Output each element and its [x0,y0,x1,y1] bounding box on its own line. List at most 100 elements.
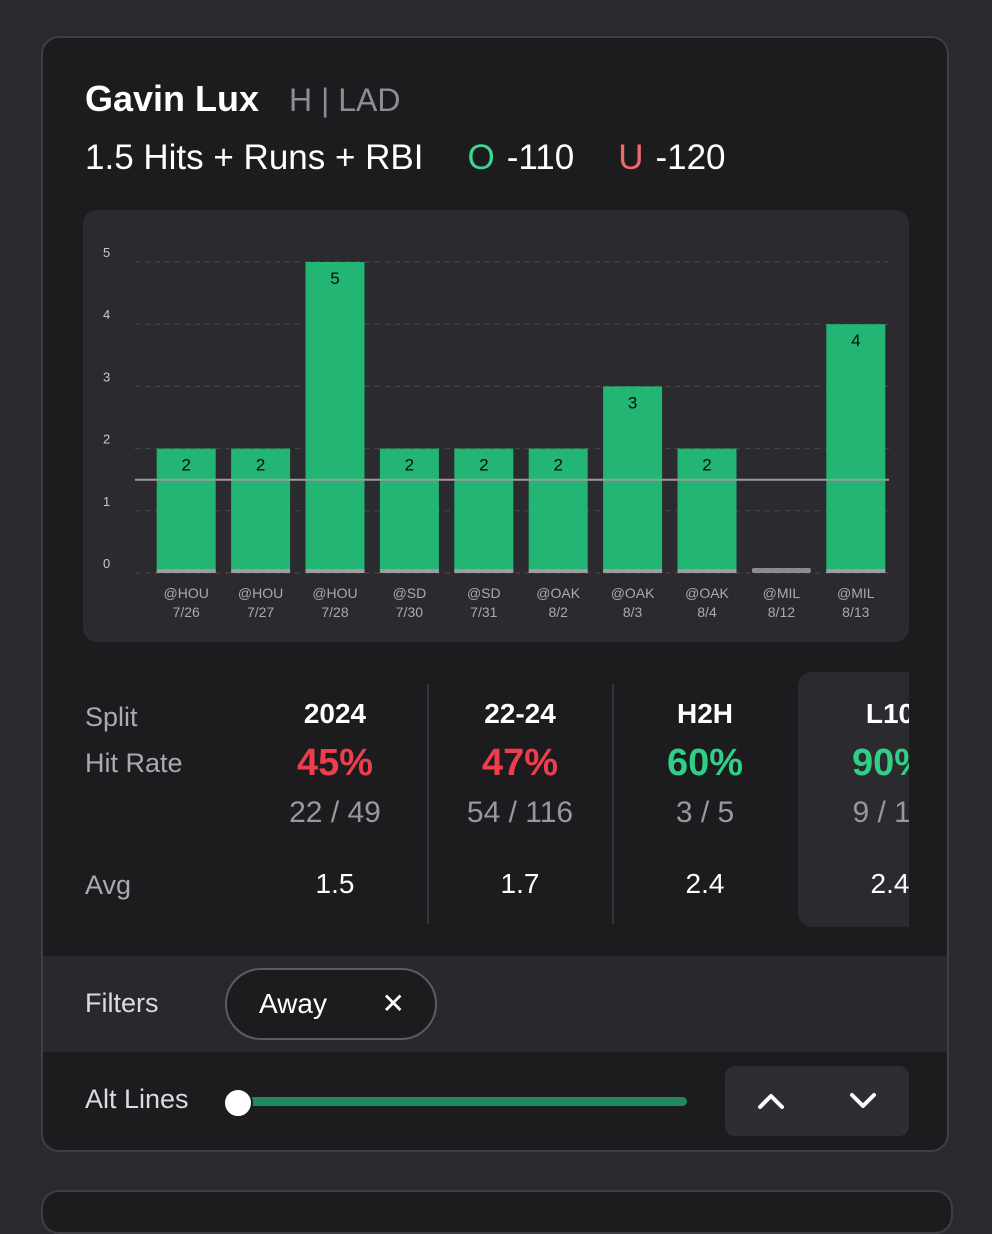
over-letter: O [467,138,495,177]
split-head: H2H [676,698,733,729]
x-tick-date: 8/4 [697,604,717,620]
hit-rate-value: 60% [666,742,744,784]
split-head: 22-24 [484,698,556,729]
player-meta: H | LAD [289,82,401,118]
x-tick-date: 8/12 [768,604,795,620]
x-tick-date: 7/26 [173,604,200,620]
x-tick-opponent: @OAK [536,585,580,601]
x-tick-opponent: @HOU [164,585,209,601]
bar-value-label: 2 [181,456,190,475]
bar [677,448,737,573]
x-tick-opponent: @SD [393,585,427,601]
alt-lines-stepper [725,1066,909,1136]
y-tick-label: 0 [103,556,110,571]
splits-table: Split Hit Rate Avg 2024 45% 22 / 49 1.5 … [43,672,909,927]
prop-row: 1.5 Hits + Runs + RBI O -110 U -120 [85,138,726,178]
avg-row-label: Avg [85,870,132,900]
bar-value-label: 3 [628,393,637,412]
prop-card: Gavin Lux H | LAD 1.5 Hits + Runs + RBI … [41,36,949,1152]
under-letter: U [618,138,644,177]
alt-lines-slider-track[interactable] [237,1097,687,1106]
x-tick-date: 8/13 [842,604,869,620]
split-column-2024[interactable]: 2024 45% 22 / 49 1.5 [243,672,427,927]
split-column-l10[interactable]: L10 90% 9 / 10 2.4 [798,672,909,927]
bar-base [454,569,514,573]
line-up-button[interactable] [725,1066,817,1136]
avg-value: 2.4 [685,868,725,899]
bar-base [231,569,291,573]
bar-value-label: 2 [256,456,265,475]
bar [156,448,216,573]
next-prop-card [41,1190,953,1234]
bar-value-label: 2 [479,456,488,475]
x-tick-date: 8/3 [623,604,643,620]
under-odds[interactable]: U -120 [618,138,725,178]
filters-bar: Filters Away ✕ [43,956,947,1052]
bar-base [603,569,663,573]
over-odds[interactable]: O -110 [467,138,574,178]
avg-value: 1.5 [315,868,355,899]
chevron-down-icon [850,1093,876,1108]
x-tick-date: 7/31 [470,604,497,620]
x-tick-opponent: @SD [467,585,501,601]
under-odds-value: -120 [655,138,726,177]
line-down-button[interactable] [817,1066,909,1136]
player-name[interactable]: Gavin Lux [85,78,260,119]
split-head: 2024 [303,698,367,729]
split-column-22-24[interactable]: 22-24 47% 54 / 116 1.7 [428,672,612,927]
hit-rate-row-label: Hit Rate [85,748,183,778]
x-tick-opponent: @MIL [763,585,801,601]
hit-rate-value: 45% [296,742,374,784]
bar [231,448,291,573]
bar [528,448,588,573]
bar-value-label: 4 [851,331,860,350]
x-tick-date: 8/2 [548,604,568,620]
bar-base [156,569,216,573]
avg-value: 1.7 [500,868,540,899]
y-tick-label: 1 [103,494,110,509]
y-tick-label: 5 [103,245,110,260]
bar-base [677,569,737,573]
bar [379,448,439,573]
x-tick-opponent: @MIL [837,585,875,601]
bar [826,324,886,573]
chart-svg: 0 1 2 3 4 5 2 @HOU 7/26 2 @HOU 7/27 5 @HOU 7/28 2 @SD 7/3… [103,245,889,620]
bar-base [528,569,588,573]
bar-value-label: 2 [702,456,711,475]
title-row: Gavin Lux H | LAD [85,78,401,128]
bar-value-label: 2 [405,456,414,475]
avg-value: 2.4 [870,868,909,899]
bar-base [305,569,365,573]
hit-fraction: 22 / 49 [289,796,381,829]
alt-lines-slider-thumb[interactable] [223,1088,253,1118]
hit-fraction: 3 / 5 [675,796,735,829]
split-column-h2h[interactable]: H2H 60% 3 / 5 2.4 [613,672,797,927]
bar [751,568,811,573]
hit-rate-value: 90% [851,742,909,784]
alt-lines-label: Alt Lines [85,1084,189,1114]
y-tick-label: 3 [103,369,110,384]
column-divider [612,684,614,924]
x-tick-date: 7/27 [247,604,274,620]
x-tick-opponent: @OAK [611,585,655,601]
prop-name: 1.5 Hits + Runs + RBI [85,138,424,177]
x-tick-opponent: @HOU [238,585,283,601]
hit-rate-value: 47% [481,742,559,784]
close-icon[interactable]: ✕ [381,988,405,1019]
game-log-chart: 0 1 2 3 4 5 2 @HOU 7/26 2 @HOU 7/27 5 @HOU 7/28 2 @SD 7/3… [83,210,909,642]
hit-fraction: 54 / 116 [466,796,574,829]
x-tick-opponent: @OAK [685,585,729,601]
over-odds-value: -110 [506,138,575,177]
bar [305,262,365,573]
y-tick-label: 2 [103,432,110,447]
chip-label: Away [259,988,327,1019]
column-divider [427,684,429,924]
x-tick-date: 7/30 [396,604,423,620]
chevron-up-icon [758,1094,784,1109]
bar-value-label: 2 [553,456,562,475]
bar-value-label: 5 [330,269,339,288]
bar [454,448,514,573]
filters-label: Filters [85,988,159,1018]
y-tick-label: 4 [103,307,110,322]
away-filter-chip[interactable]: Away ✕ [225,968,437,1040]
